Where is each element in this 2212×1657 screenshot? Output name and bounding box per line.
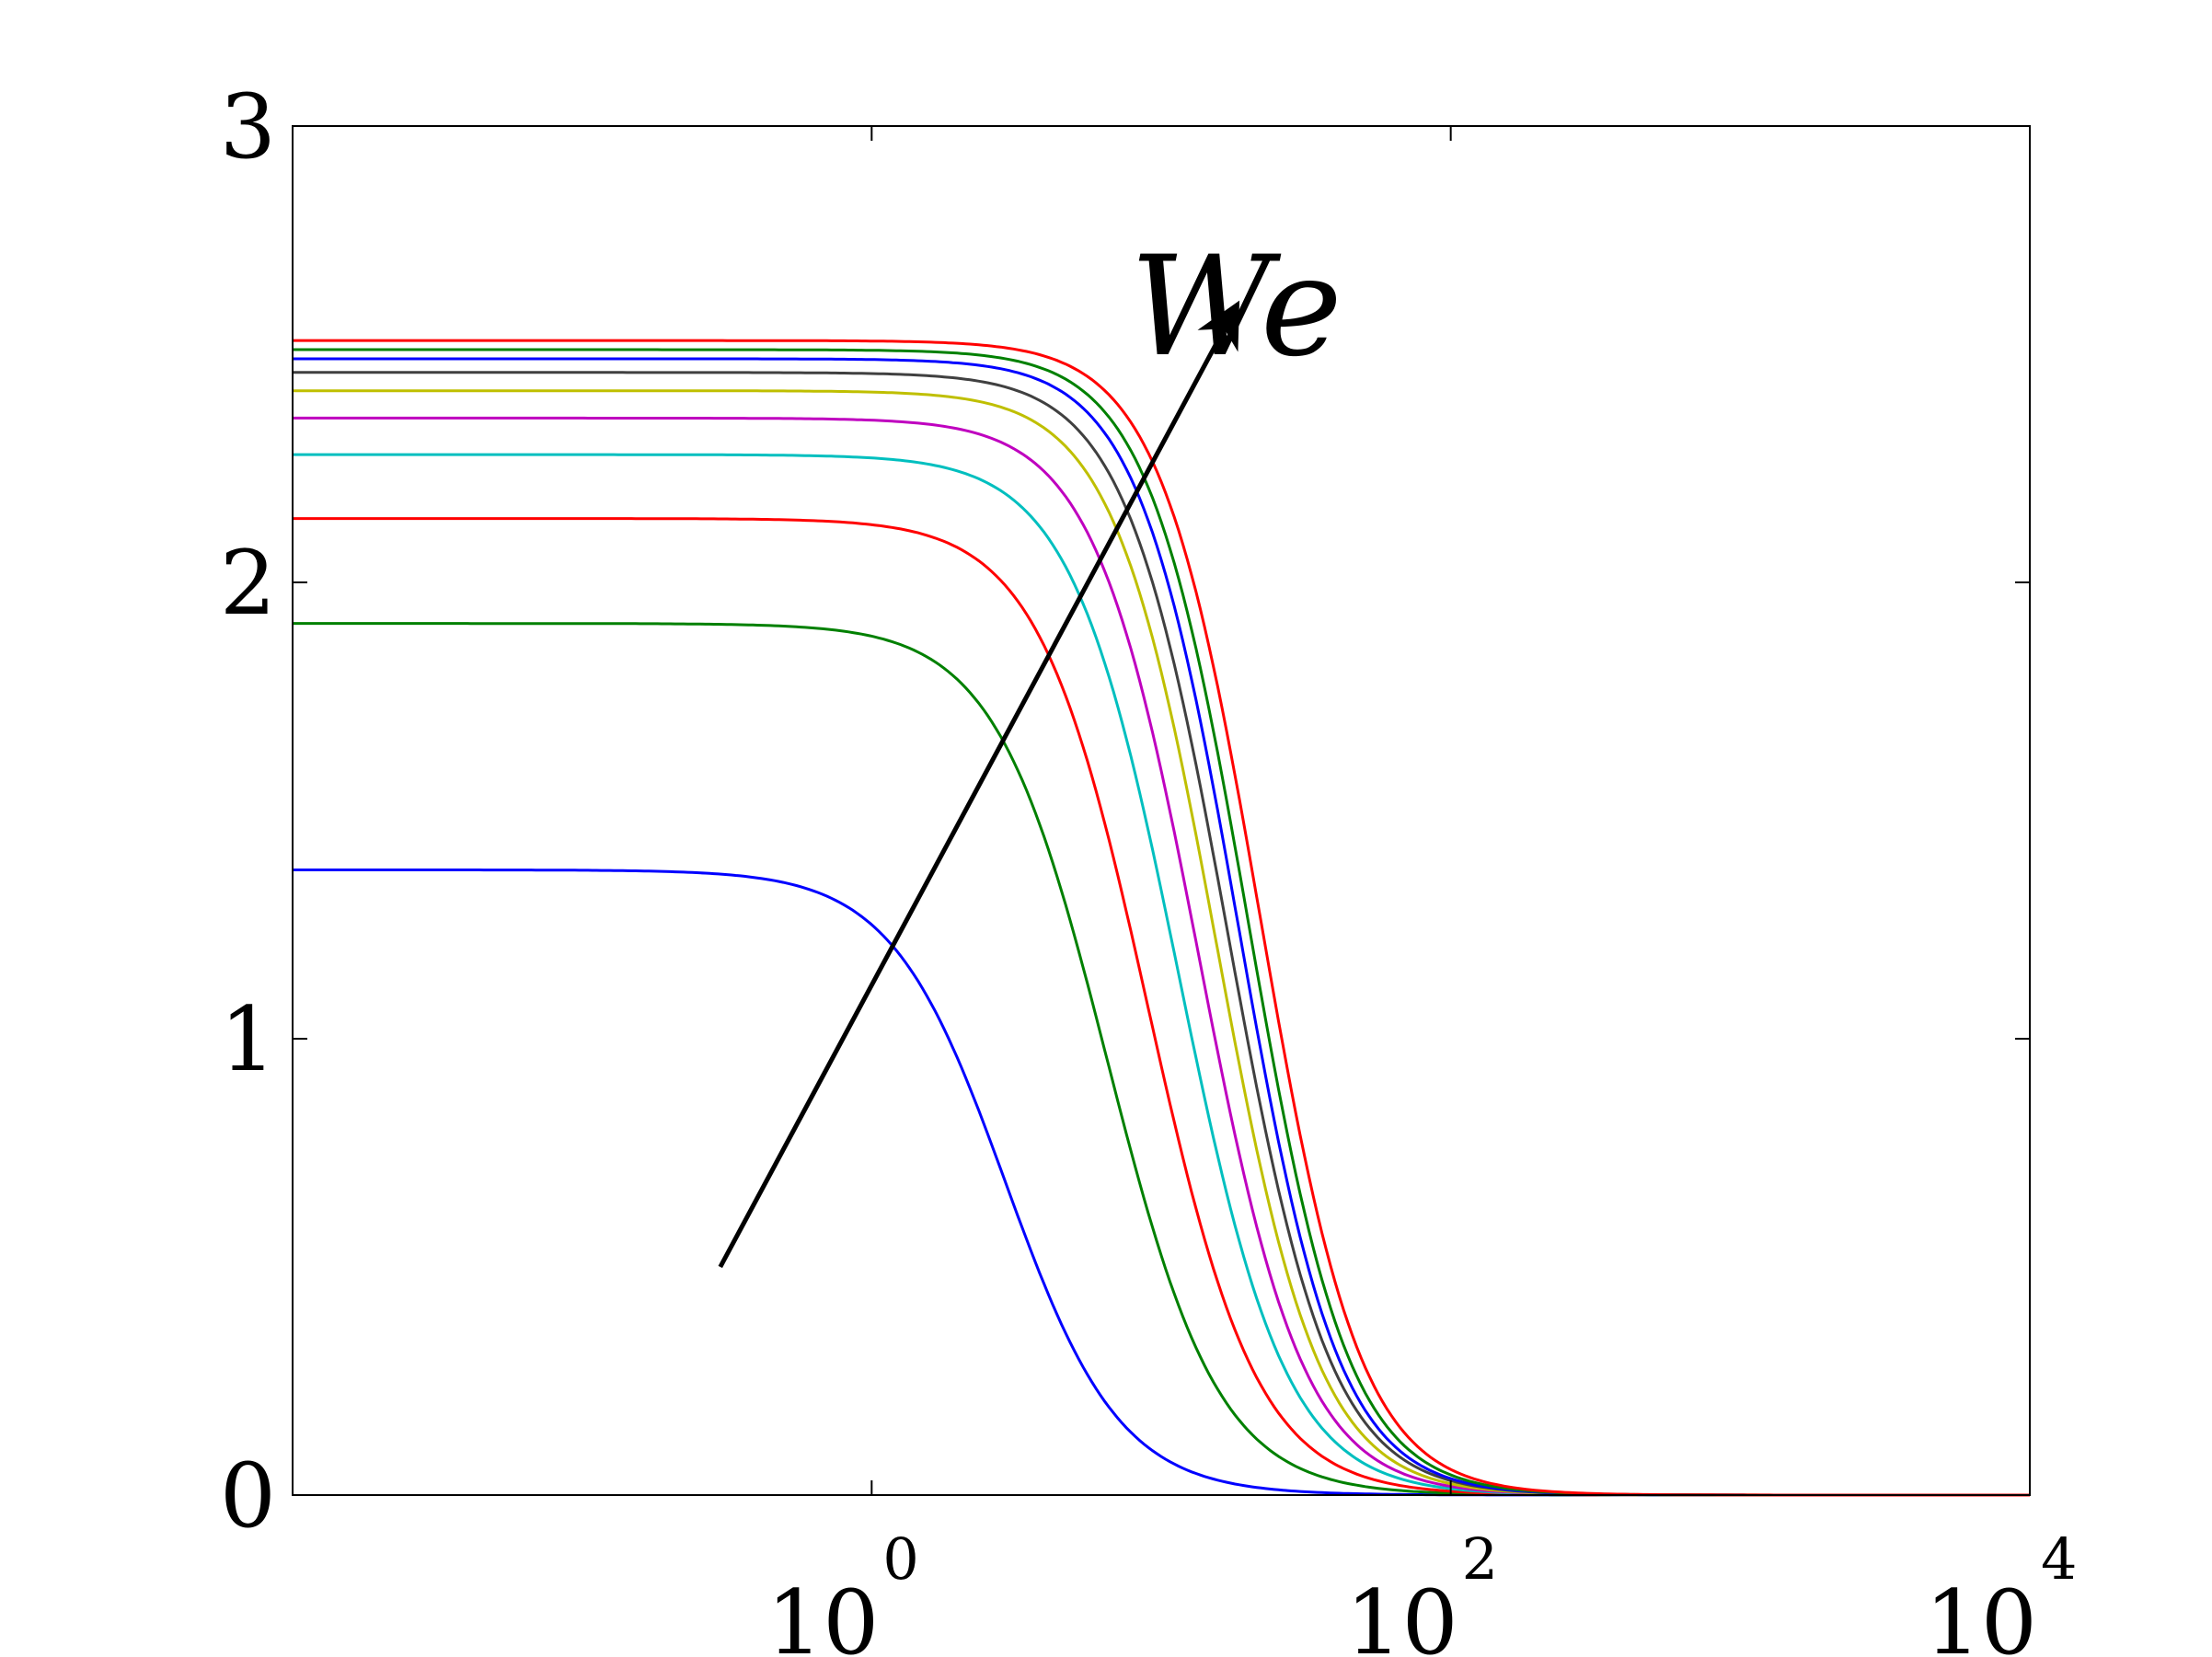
x-tick-label: 102	[1346, 1525, 1499, 1657]
series-line-1	[293, 869, 2030, 1497]
annotation-layer: We	[718, 227, 1342, 1269]
series-line-10	[293, 339, 2030, 1497]
series-line-8	[293, 357, 2030, 1497]
x-tick-label: 100	[766, 1525, 919, 1657]
y-tick-label: 2	[220, 532, 276, 635]
x-tick-exponent: 4	[2041, 1525, 2077, 1593]
series-line-2	[293, 622, 2030, 1497]
y-tick-label: 3	[220, 75, 276, 178]
annotation-arrow	[718, 300, 1240, 1269]
series-line-7	[293, 371, 2030, 1497]
x-tick-label: 104	[1925, 1525, 2078, 1657]
plot-frame	[292, 125, 2031, 1496]
series-layer	[293, 339, 2030, 1497]
x-tick-exponent: 0	[882, 1525, 918, 1593]
series-line-9	[293, 348, 2030, 1497]
annotation-label: We	[1130, 227, 1342, 387]
y-tick-label: 0	[220, 1444, 276, 1548]
x-tick-base: 10	[1346, 1571, 1458, 1657]
x-tick-base: 10	[766, 1571, 879, 1657]
series-line-5	[293, 416, 2030, 1497]
x-tick-exponent: 2	[1462, 1525, 1498, 1593]
y-tick-label: 1	[220, 988, 276, 1091]
series-line-3	[293, 517, 2030, 1497]
x-tick-base: 10	[1925, 1571, 2037, 1657]
